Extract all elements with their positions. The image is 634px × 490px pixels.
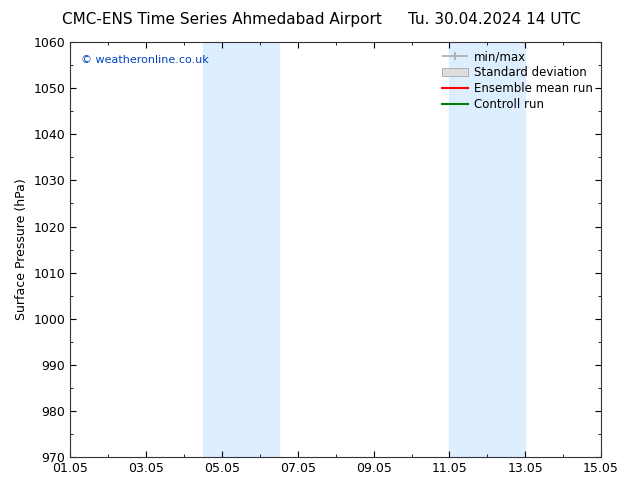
Text: © weatheronline.co.uk: © weatheronline.co.uk bbox=[81, 54, 209, 65]
Bar bbox=[450, 42, 525, 457]
Text: CMC-ENS Time Series Ahmedabad Airport: CMC-ENS Time Series Ahmedabad Airport bbox=[62, 12, 382, 27]
Bar bbox=[203, 42, 279, 457]
Text: Tu. 30.04.2024 14 UTC: Tu. 30.04.2024 14 UTC bbox=[408, 12, 581, 27]
Y-axis label: Surface Pressure (hPa): Surface Pressure (hPa) bbox=[15, 179, 28, 320]
Legend: min/max, Standard deviation, Ensemble mean run, Controll run: min/max, Standard deviation, Ensemble me… bbox=[440, 48, 595, 114]
